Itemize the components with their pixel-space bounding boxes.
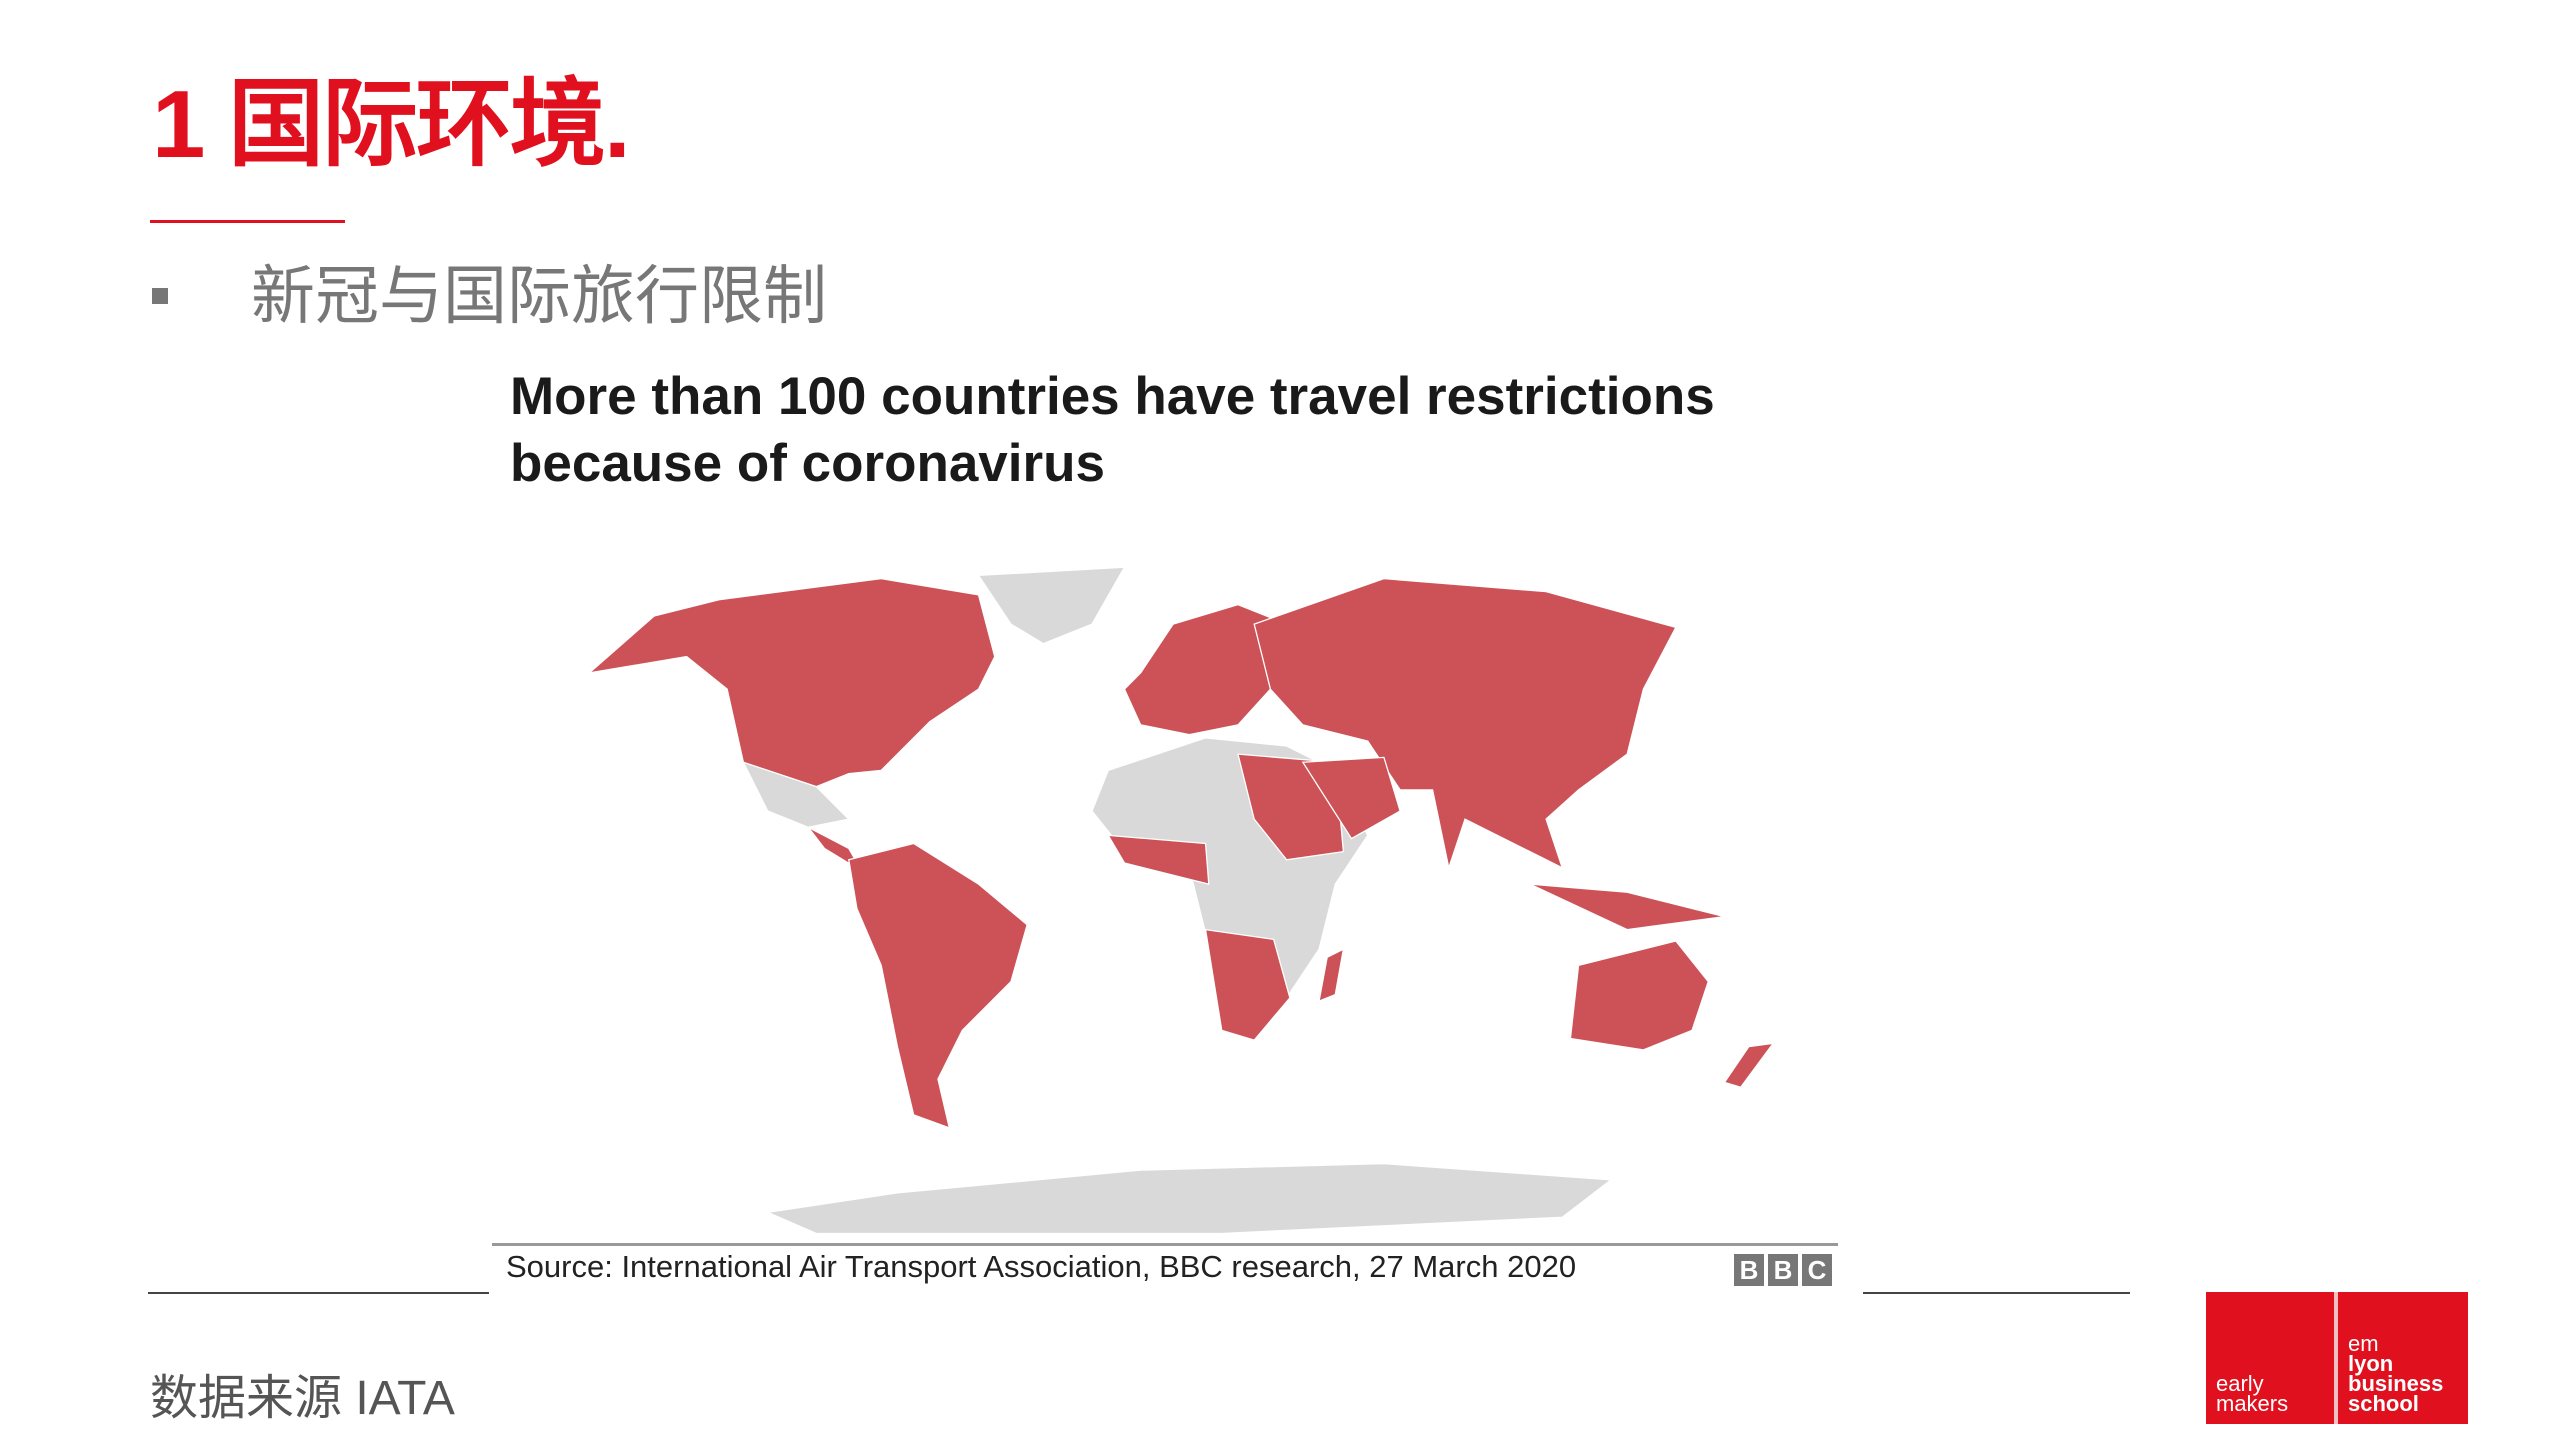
region-west-africa <box>1107 834 1210 885</box>
left-divider <box>148 1292 489 1294</box>
logo-text-makers: makers <box>2216 1391 2289 1416</box>
data-source-note: 数据来源 IATA <box>150 1372 455 1425</box>
region-madagascar <box>1318 947 1345 1003</box>
region-asia <box>1253 577 1677 871</box>
figure-title-line2: because of coronavirus <box>510 434 1105 493</box>
title-underline <box>150 220 345 223</box>
bbc-logo-b1: B <box>1734 1254 1764 1286</box>
figure-title-line1: More than 100 countries have travel rest… <box>510 367 1715 426</box>
logo-separator <box>2334 1292 2338 1424</box>
bbc-logo-b2: B <box>1768 1254 1798 1286</box>
travel-restrictions-figure: More than 100 countries have travel rest… <box>492 361 1838 1296</box>
region-north-america <box>587 577 996 804</box>
logo-text-lyon: lyon <box>2348 1351 2394 1376</box>
bbc-logo: B B C <box>1734 1254 1832 1286</box>
region-europe <box>1123 603 1288 736</box>
logo-right-panel: em lyon business school <box>2338 1292 2468 1424</box>
region-mexico <box>742 761 851 828</box>
right-divider <box>1863 1292 2130 1294</box>
logo-text-business: business <box>2348 1371 2444 1396</box>
region-antarctica <box>765 1162 1613 1235</box>
em-lyon-logo: early makers em lyon business school <box>2206 1292 2468 1424</box>
logo-left-panel: early makers <box>2206 1292 2334 1424</box>
world-map <box>587 566 1775 1235</box>
region-southeast-asia <box>1529 883 1725 931</box>
region-new-zealand <box>1723 1042 1775 1089</box>
region-south-america <box>848 842 1028 1129</box>
figure-source: Source: International Air Transport Asso… <box>506 1249 1577 1284</box>
region-southern-africa <box>1204 928 1291 1041</box>
region-arabia <box>1301 756 1401 840</box>
slide-title: 1 国际环境. <box>152 71 631 178</box>
region-australia <box>1569 940 1709 1051</box>
bullet-text: 新冠与国际旅行限制 <box>251 260 827 332</box>
bullet-icon <box>152 288 168 304</box>
logo-text-em: em <box>2348 1331 2379 1356</box>
source-divider <box>492 1243 1838 1246</box>
region-greenland <box>977 566 1126 645</box>
logo-text-early: early <box>2216 1371 2264 1396</box>
logo-text-school: school <box>2348 1391 2419 1416</box>
figure-title: More than 100 countries have travel rest… <box>510 363 1715 497</box>
bbc-logo-c: C <box>1802 1254 1832 1286</box>
